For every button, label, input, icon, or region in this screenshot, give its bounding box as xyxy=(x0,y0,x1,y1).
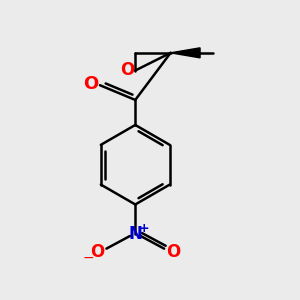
Text: O: O xyxy=(120,61,134,80)
Text: −: − xyxy=(83,250,94,265)
Text: +: + xyxy=(138,222,149,235)
Polygon shape xyxy=(171,48,200,58)
Text: N: N xyxy=(128,225,142,243)
Text: O: O xyxy=(83,75,98,93)
Text: O: O xyxy=(90,243,104,261)
Text: O: O xyxy=(167,243,181,261)
